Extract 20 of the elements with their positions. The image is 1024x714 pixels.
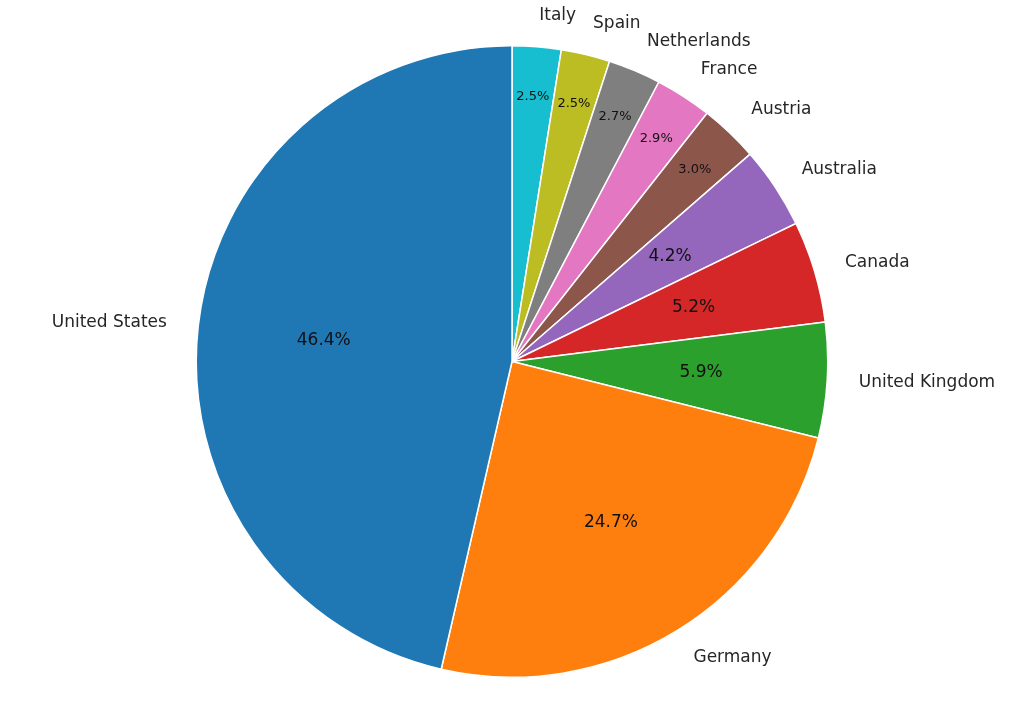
slice-label: Austria [751,98,812,119]
slice-label: Spain [593,12,641,33]
data-label: 2.7% [598,108,632,124]
data-label: 3.0% [678,160,712,176]
data-label: 5.2% [671,295,716,316]
slice-label: Netherlands [646,29,751,50]
slice-label: France [700,58,758,79]
data-label: 46.4% [296,328,351,349]
data-label: 4.2% [648,245,692,266]
slice-label: United Kingdom [858,370,996,391]
data-label: 2.9% [639,130,673,146]
data-label: 5.9% [679,361,723,382]
slice-label: Australia [801,158,877,179]
data-label: 24.7% [583,511,638,532]
data-label: 2.5% [516,88,550,104]
slice-label: Canada [844,250,910,271]
slice-label: Germany [693,646,772,667]
slice-label: United States [51,310,168,331]
data-label: 2.5% [557,94,591,110]
slice-label: Italy [539,3,577,24]
